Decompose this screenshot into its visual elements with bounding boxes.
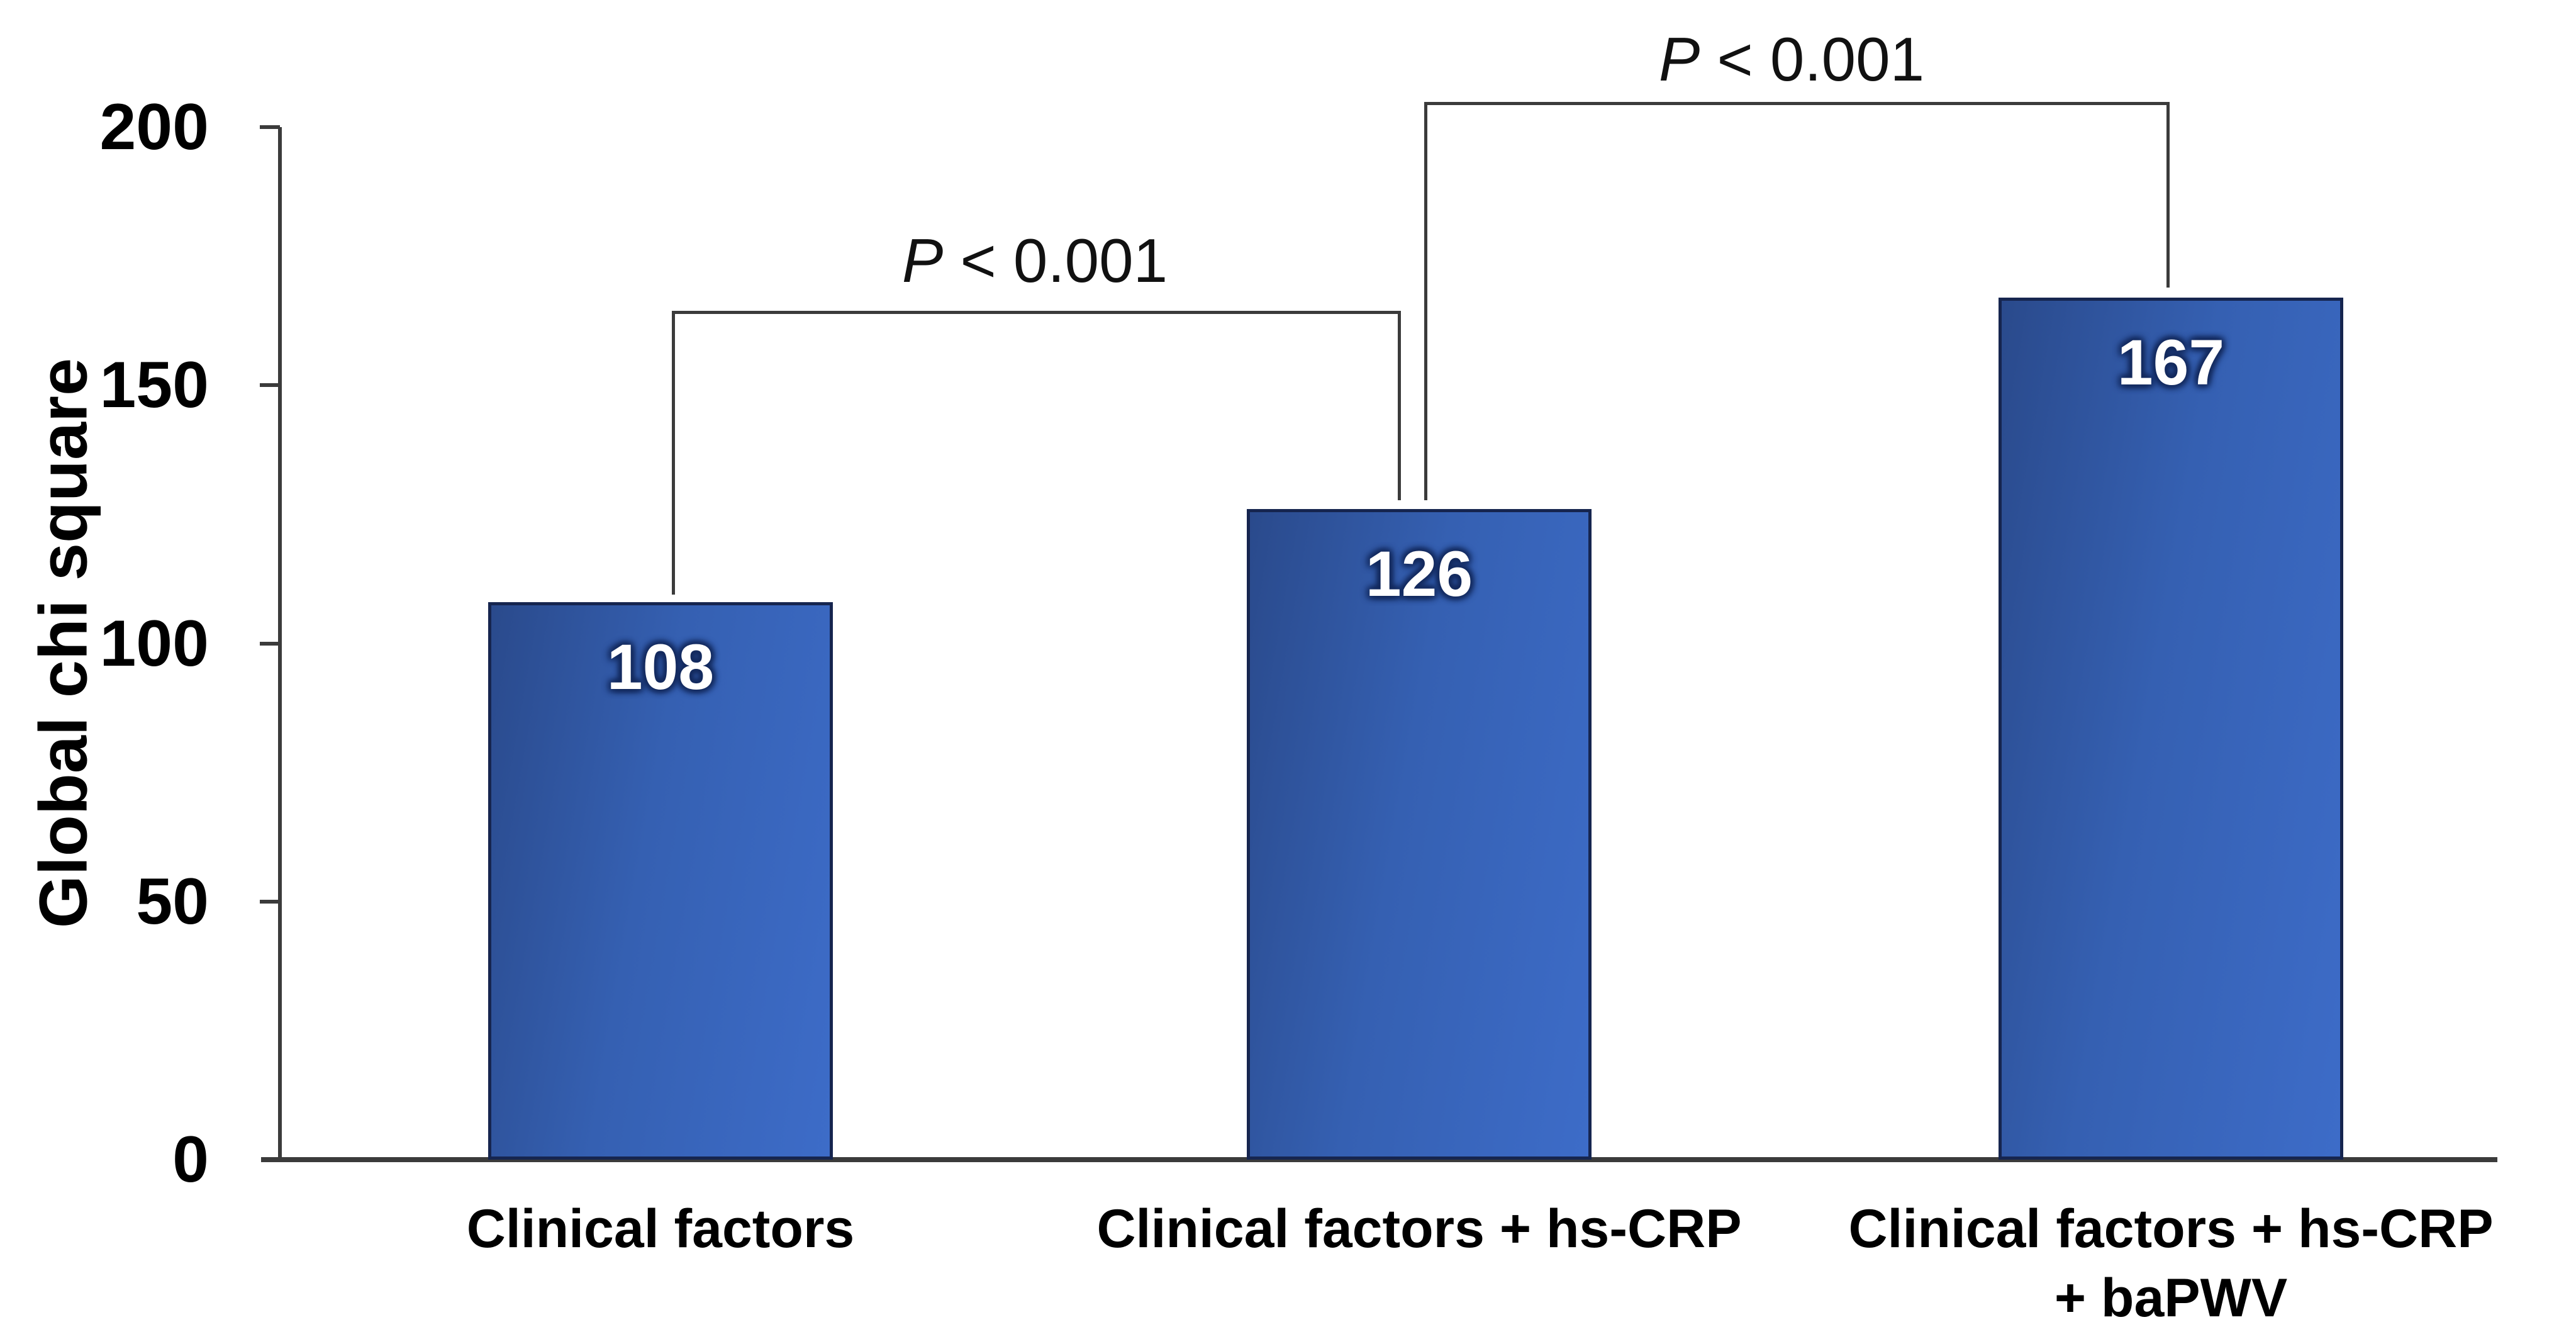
p-value-text: < 0.001 (1700, 25, 1925, 94)
significance-bracket-2-line (1424, 102, 2170, 105)
significance-bracket-1-line (672, 311, 1401, 314)
significance-bracket-2-left-drop (1424, 102, 1427, 500)
p-symbol: P (901, 226, 944, 295)
y-tick-mark-100 (260, 642, 280, 646)
y-axis-line (278, 127, 282, 1160)
p-symbol: P (1658, 25, 1700, 94)
significance-bracket-2-right-drop (2166, 102, 2170, 288)
bar-clinical-factors: 108 (488, 602, 833, 1160)
significance-bracket-1-right-drop (1398, 311, 1401, 500)
x-axis-line (261, 1157, 2497, 1162)
p-value-text: < 0.001 (943, 226, 1168, 295)
significance-bracket-1-left-drop (672, 311, 675, 595)
y-tick-label-0: 0 (172, 1123, 209, 1196)
p-value-label-2: P < 0.001 (1659, 24, 1924, 95)
x-category-label: Clinical factors + hs-CRP (1096, 1199, 1742, 1259)
y-tick-mark-150 (260, 383, 280, 387)
bar-value-label: 108 (606, 631, 715, 703)
bar-value-label: 167 (2117, 327, 2225, 398)
x-category-label: Clinical factors (466, 1199, 855, 1259)
bar-clinical-factors-hscrp: 126 (1247, 509, 1592, 1160)
y-tick-label-200: 200 (99, 91, 209, 164)
y-tick-mark-200 (260, 125, 280, 129)
bar-clinical-factors-hscrp-bapwv: 167 (1999, 298, 2343, 1160)
p-value-label-1: P < 0.001 (902, 225, 1168, 296)
y-tick-mark-50 (260, 900, 280, 904)
y-tick-label-150: 150 (99, 349, 209, 422)
x-category-label: Clinical factors + hs-CRP + baPWV (1848, 1199, 2494, 1329)
bar-value-label: 126 (1365, 538, 1473, 610)
y-tick-label-100: 100 (99, 607, 209, 680)
y-tick-label-50: 50 (136, 865, 209, 938)
